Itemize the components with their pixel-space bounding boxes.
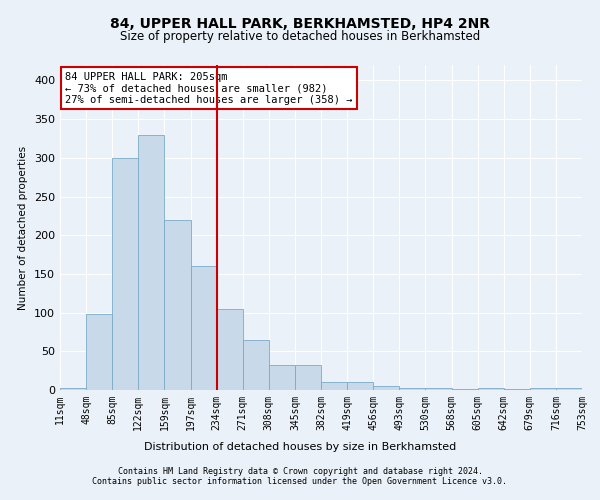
Bar <box>217 308 243 390</box>
Bar <box>86 314 112 390</box>
Bar <box>452 389 478 390</box>
Text: 84 UPPER HALL PARK: 205sqm
← 73% of detached houses are smaller (982)
27% of sem: 84 UPPER HALL PARK: 205sqm ← 73% of deta… <box>65 72 353 104</box>
Bar <box>504 389 530 390</box>
Bar <box>295 365 321 390</box>
Bar <box>425 388 452 390</box>
Bar <box>530 388 556 390</box>
Bar <box>112 158 139 390</box>
Bar <box>556 388 582 390</box>
Bar <box>478 388 504 390</box>
Bar <box>242 340 269 390</box>
Bar <box>269 365 295 390</box>
Bar <box>164 220 191 390</box>
Bar <box>191 266 217 390</box>
Bar <box>321 382 347 390</box>
Bar <box>60 388 86 390</box>
Text: Contains public sector information licensed under the Open Government Licence v3: Contains public sector information licen… <box>92 477 508 486</box>
Text: Distribution of detached houses by size in Berkhamsted: Distribution of detached houses by size … <box>144 442 456 452</box>
Bar <box>347 382 373 390</box>
Bar <box>373 386 400 390</box>
Text: Size of property relative to detached houses in Berkhamsted: Size of property relative to detached ho… <box>120 30 480 43</box>
Y-axis label: Number of detached properties: Number of detached properties <box>19 146 28 310</box>
Bar <box>400 388 425 390</box>
Bar <box>139 134 164 390</box>
Text: Contains HM Land Registry data © Crown copyright and database right 2024.: Contains HM Land Registry data © Crown c… <box>118 467 482 476</box>
Text: 84, UPPER HALL PARK, BERKHAMSTED, HP4 2NR: 84, UPPER HALL PARK, BERKHAMSTED, HP4 2N… <box>110 18 490 32</box>
